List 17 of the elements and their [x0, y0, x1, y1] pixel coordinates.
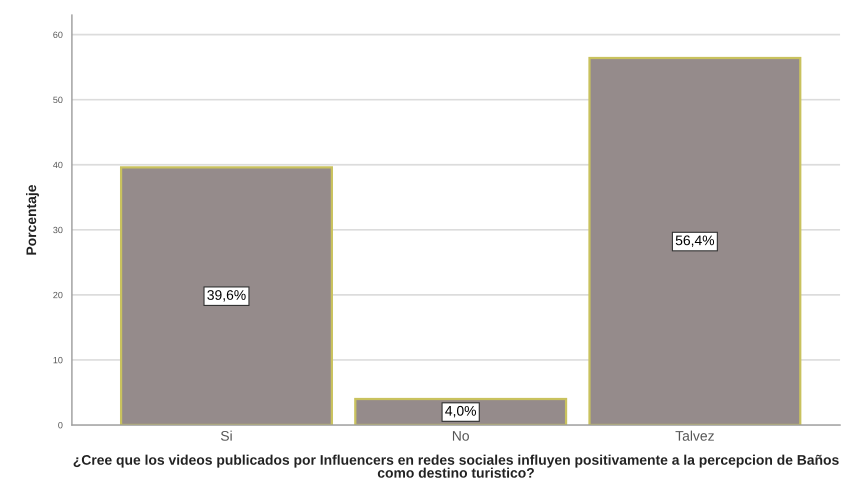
y-tick-label: 50	[53, 96, 63, 104]
y-tick-label: 0	[58, 422, 63, 428]
y-tick-label: 10	[54, 356, 63, 364]
x-axis-title: ¿Cree que los videos publicados por Influencers en redes sociales influyen positivamente a la percepcion de Baños como destino turistico?	[74, 454, 839, 478]
data-label: 56,4%	[676, 235, 714, 247]
data-label: 39,6%	[207, 290, 246, 302]
y-tick-label: 20	[53, 292, 63, 298]
bar	[120, 166, 333, 426]
data-label: 4,0%	[445, 406, 476, 418]
y-tick-label: 40	[53, 162, 63, 168]
x-tick-label: Si	[220, 430, 232, 441]
x-tick-label: No	[452, 431, 469, 441]
y-axis-title: Porcentaje	[26, 185, 39, 255]
y-tick-label: 30	[53, 226, 63, 234]
x-tick-label: Talvez	[676, 430, 714, 441]
y-tick-label: 60	[53, 32, 63, 38]
bar	[588, 56, 802, 426]
